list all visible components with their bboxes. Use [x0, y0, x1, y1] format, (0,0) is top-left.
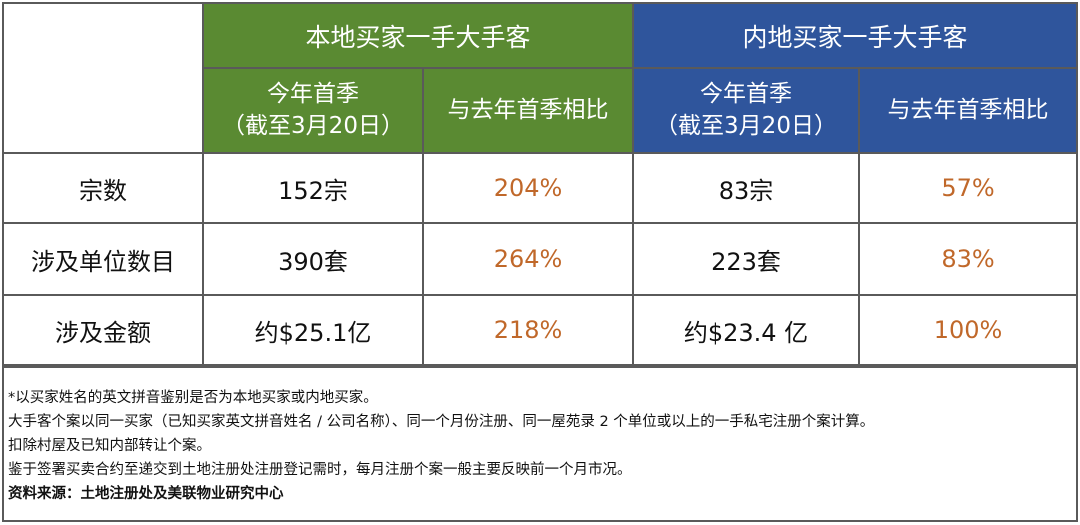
local-change-cases: 204% [422, 152, 634, 224]
mainland-change-cases: 57% [858, 152, 1078, 224]
row-label-amount: 涉及金额 [2, 294, 204, 366]
local-buyers-header: 本地买家一手大手客 [202, 2, 634, 69]
local-value-units: 390套 [202, 222, 424, 296]
local-change-amount: 218% [422, 294, 634, 366]
local-this-quarter-header: 今年首季 （截至3月20日） [202, 67, 424, 154]
mainland-change-amount: 100% [858, 294, 1078, 366]
corner-cell [2, 2, 204, 154]
row-label-units: 涉及单位数目 [2, 222, 204, 296]
mainland-this-quarter-line1: 今年首季 [700, 81, 792, 108]
mainland-change-units: 83% [858, 222, 1078, 296]
footnote: *以买家姓名的英文拼音鉴别是否为本地买家或内地买家。 [8, 390, 378, 406]
row-label-cases: 宗数 [2, 152, 204, 224]
local-value-cases: 152宗 [202, 152, 424, 224]
local-value-amount: 约$25.1亿 [202, 294, 424, 366]
mainland-vs-last-year-header: 与去年首季相比 [858, 67, 1078, 154]
footnote: 扣除村屋及已知内部转让个案。 [8, 438, 211, 454]
local-this-quarter-line2: （截至3月20日） [222, 112, 404, 139]
mainland-value-amount: 约$23.4 亿 [632, 294, 860, 366]
local-change-units: 264% [422, 222, 634, 296]
footnotes: *以买家姓名的英文拼音鉴别是否为本地买家或内地买家。 大手客个案以同一买家（已知… [2, 366, 1078, 522]
local-this-quarter-line1: 今年首季 [267, 81, 359, 108]
mainland-value-cases: 83宗 [632, 152, 860, 224]
local-vs-last-year-header: 与去年首季相比 [422, 67, 634, 154]
footnote: 鉴于签署买卖合约至递交到土地注册处注册登记需时，每月注册个案一般主要反映前一个月… [8, 462, 632, 478]
mainland-buyers-header: 内地买家一手大手客 [632, 2, 1078, 69]
data-source: 资料来源：土地注册处及美联物业研究中心 [8, 486, 284, 502]
footnote: 大手客个案以同一买家（已知买家英文拼音姓名 / 公司名称）、同一个月份注册、同一… [8, 414, 875, 430]
mainland-this-quarter-header: 今年首季 （截至3月20日） [632, 67, 860, 154]
mainland-this-quarter-line2: （截至3月20日） [655, 112, 837, 139]
mainland-value-units: 223套 [632, 222, 860, 296]
